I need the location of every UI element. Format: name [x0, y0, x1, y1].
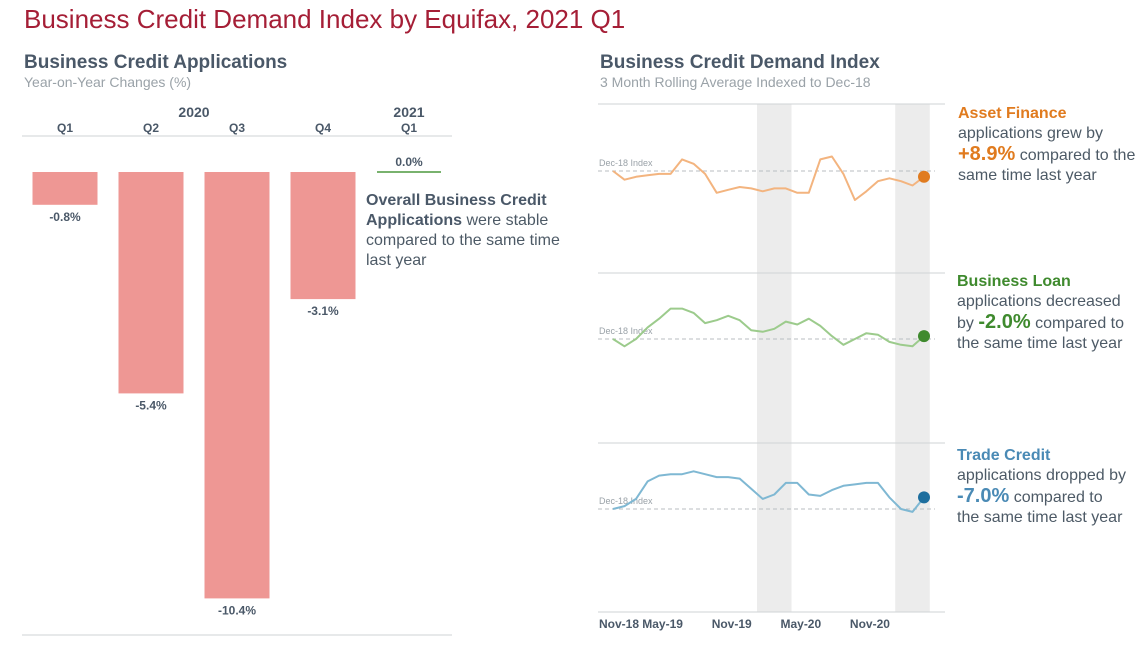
shaded-period [756, 104, 792, 612]
callout-business-loan: Business Loan applications decreased by … [957, 272, 1137, 354]
baseline-label: Dec-18 Index [599, 326, 653, 336]
line-chart-subtitle: 3 Month Rolling Average Indexed to Dec-1… [600, 74, 871, 90]
callout-trade-credit: Trade Credit applications dropped by -7.… [957, 446, 1127, 528]
group-label: 2021 [393, 104, 424, 120]
category-label: Q3 [229, 121, 245, 135]
bar-chart: 2020 2021Q1-0.8%Q2-5.4%Q3-10.4%Q4-3.1%Q10… [22, 104, 452, 636]
x-tick-label: Nov-18 [599, 617, 639, 631]
callout-pre: applications grew by [958, 125, 1103, 142]
category-label: Q4 [315, 121, 331, 135]
category-label: Q2 [143, 121, 159, 135]
bar [204, 172, 270, 599]
series-line [612, 155, 925, 201]
bar-chart-subtitle: Year-on-Year Changes (%) [24, 74, 192, 90]
bar [290, 172, 356, 300]
callout-title: Trade Credit [957, 447, 1051, 464]
x-tick-label: May-19 [642, 617, 683, 631]
shaded-period [895, 104, 930, 612]
end-point [918, 491, 930, 504]
series-line [612, 307, 925, 348]
bar-chart-annotation: Overall Business Credit Applications wer… [366, 191, 571, 271]
series-line [612, 470, 925, 513]
callout-title: Asset Finance [958, 105, 1067, 122]
group-label: 2020 [178, 104, 209, 120]
x-tick-label: Nov-20 [850, 617, 890, 631]
data-label: 0.0% [395, 155, 423, 169]
annotation-rest: were stable compared to the same time la… [366, 212, 560, 269]
data-label: -0.8% [49, 210, 81, 224]
category-label: Q1 [401, 121, 417, 135]
category-label: Q1 [57, 121, 73, 135]
callout-asset-finance: Asset Finance applications grew by +8.9%… [958, 104, 1138, 186]
bar [118, 172, 184, 394]
page-title: Business Credit Demand Index by Equifax,… [24, 4, 626, 34]
callout-post: compared to the same time last year [957, 315, 1124, 352]
data-label: -3.1% [307, 304, 339, 318]
line-chart: Dec-18 Index Dec-18 Index Dec-18 Index Nov-… [598, 103, 945, 631]
end-point [918, 330, 930, 343]
callout-pre: applications dropped by [957, 467, 1127, 484]
data-label: -10.4% [218, 603, 256, 617]
x-tick-label: May-20 [780, 617, 821, 631]
callout-title: Business Loan [957, 273, 1071, 290]
bar-chart-title: Business Credit Applications [24, 52, 288, 73]
line-chart-title: Business Credit Demand Index [600, 52, 880, 73]
baseline-label: Dec-18 Index [599, 158, 653, 168]
x-tick-label: Nov-19 [712, 617, 752, 631]
callout-post: compared to the same time last year [957, 489, 1123, 526]
callout-pre: applications decreased by [957, 293, 1121, 332]
callout-value: +8.9% [958, 143, 1016, 165]
annotation-bold: Overall Business Credit Applications [366, 192, 547, 229]
end-point [918, 170, 930, 183]
callout-value: -2.0% [978, 311, 1031, 333]
data-label: -5.4% [135, 398, 167, 412]
callout-post: compared to the same time last year [958, 147, 1136, 184]
bar [32, 172, 98, 205]
bar [377, 171, 441, 173]
baseline-label: Dec-18 Index [599, 496, 653, 506]
callout-value: -7.0% [957, 485, 1010, 507]
